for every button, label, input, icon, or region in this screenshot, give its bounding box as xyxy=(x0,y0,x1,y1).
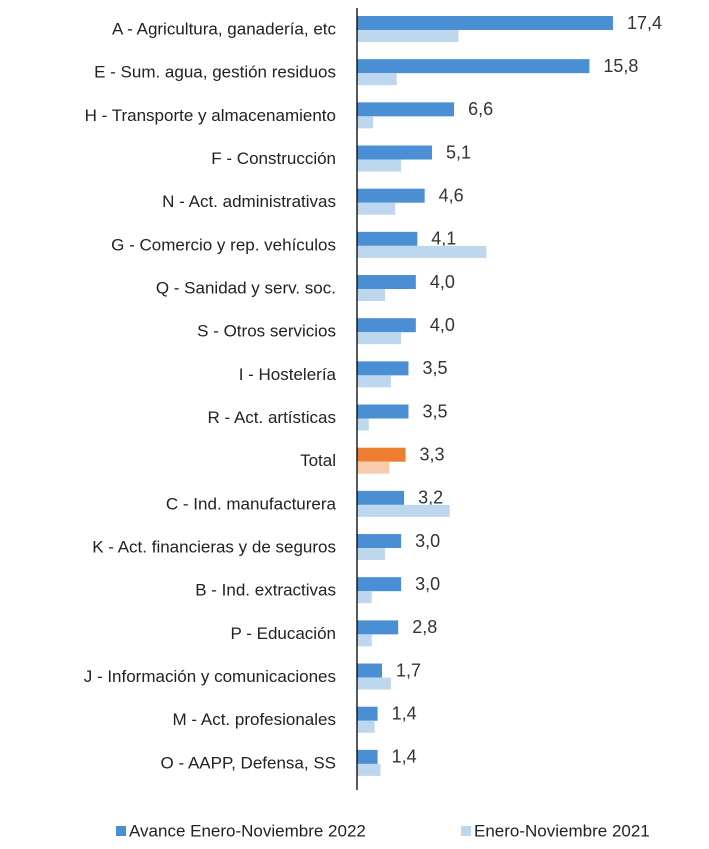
value-label: 3,0 xyxy=(415,531,440,551)
bar xyxy=(357,418,369,431)
category-label: J - Información y comunicaciones xyxy=(84,667,336,686)
bar xyxy=(357,763,381,776)
value-label: 1,4 xyxy=(392,747,417,767)
value-label: 3,0 xyxy=(415,574,440,594)
value-label: 6,6 xyxy=(468,99,493,119)
bar xyxy=(357,59,590,74)
value-label: 15,8 xyxy=(603,56,638,76)
value-label: 4,0 xyxy=(430,315,455,335)
category-label: C - Ind. manufacturera xyxy=(166,494,337,513)
bar xyxy=(357,361,409,376)
bar xyxy=(357,30,459,42)
bar xyxy=(357,461,390,474)
bar xyxy=(357,16,613,30)
category-label: Total xyxy=(300,451,336,470)
bar xyxy=(357,202,396,215)
value-label: 2,8 xyxy=(412,617,437,637)
category-label: M - Act. profesionales xyxy=(173,710,336,729)
bar xyxy=(357,116,374,129)
category-label: B - Ind. extractivas xyxy=(195,581,336,600)
category-label: F - Construcción xyxy=(211,149,336,168)
bar xyxy=(357,677,391,690)
bar xyxy=(357,490,405,505)
category-label: K - Act. financieras y de seguros xyxy=(92,538,336,557)
bar xyxy=(357,73,397,86)
bar xyxy=(357,634,372,647)
category-label: P - Educación xyxy=(230,624,336,643)
bar xyxy=(357,620,399,635)
value-label: 17,4 xyxy=(627,13,662,33)
value-label: 4,0 xyxy=(430,272,455,292)
category-label: I - Hostelería xyxy=(239,365,337,384)
bar xyxy=(357,720,375,733)
bar xyxy=(357,188,425,203)
bar xyxy=(357,534,402,549)
bar xyxy=(357,102,455,117)
bar xyxy=(357,375,391,388)
value-label: 3,2 xyxy=(418,488,443,508)
bar xyxy=(357,145,433,160)
bar xyxy=(357,591,372,604)
value-label: 3,3 xyxy=(420,444,445,464)
bar xyxy=(357,318,416,333)
category-label: N - Act. administrativas xyxy=(162,192,336,211)
bar xyxy=(357,504,450,517)
bar xyxy=(357,404,409,419)
bar xyxy=(357,577,402,592)
value-label: 1,4 xyxy=(392,703,417,723)
value-label: 4,1 xyxy=(431,229,456,249)
category-label: O - AAPP, Defensa, SS xyxy=(161,753,336,772)
bar xyxy=(357,548,385,561)
bar xyxy=(357,332,402,345)
category-label: Q - Sanidad y serv. soc. xyxy=(156,279,336,298)
bar xyxy=(357,289,385,302)
category-label: S - Otros servicios xyxy=(197,322,336,341)
bar xyxy=(357,245,487,258)
bar xyxy=(357,663,383,678)
category-label: G - Comercio y rep. vehículos xyxy=(111,235,336,254)
legend-label: Enero-Noviembre 2021 xyxy=(474,821,650,840)
category-label: R - Act. artísticas xyxy=(208,408,336,427)
category-label: A - Agricultura, ganadería, etc xyxy=(112,19,336,38)
value-label: 3,5 xyxy=(422,358,447,378)
bar xyxy=(357,159,402,172)
legend-swatch xyxy=(461,826,471,836)
category-label: E - Sum. agua, gestión residuos xyxy=(94,63,336,82)
category-label: H - Transporte y almacenamiento xyxy=(85,106,336,125)
legend-swatch xyxy=(116,826,126,836)
bar xyxy=(357,275,416,290)
value-label: 4,6 xyxy=(439,185,464,205)
bar xyxy=(357,231,418,246)
bar xyxy=(357,706,378,721)
value-label: 3,5 xyxy=(422,401,447,421)
value-label: 5,1 xyxy=(446,142,471,162)
bar xyxy=(357,749,378,764)
bar xyxy=(357,447,406,462)
legend-label: Avance Enero-Noviembre 2022 xyxy=(129,821,366,840)
value-label: 1,7 xyxy=(396,660,421,680)
